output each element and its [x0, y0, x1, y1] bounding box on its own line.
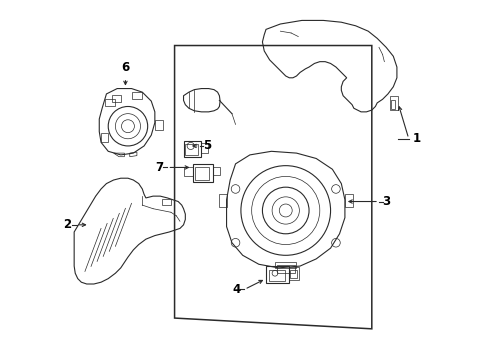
- Bar: [344, 194, 352, 207]
- Bar: [183, 140, 201, 157]
- Bar: [155, 120, 163, 130]
- Text: 7: 7: [155, 161, 163, 174]
- Bar: [212, 167, 220, 175]
- Bar: [201, 143, 207, 153]
- Text: 5: 5: [203, 139, 211, 152]
- Bar: [101, 134, 107, 142]
- Bar: [390, 100, 394, 109]
- Text: 3: 3: [382, 195, 390, 208]
- Text: 1: 1: [411, 132, 420, 145]
- Bar: [389, 96, 397, 110]
- Bar: [274, 262, 296, 268]
- Bar: [268, 270, 284, 281]
- Bar: [289, 267, 299, 280]
- Bar: [265, 266, 289, 283]
- Bar: [219, 194, 227, 207]
- Bar: [185, 144, 198, 155]
- Bar: [195, 167, 208, 180]
- Bar: [193, 164, 212, 182]
- Bar: [112, 95, 121, 102]
- Bar: [276, 265, 294, 273]
- Bar: [131, 92, 142, 99]
- Bar: [104, 99, 115, 107]
- Text: 2: 2: [63, 218, 72, 231]
- Bar: [162, 199, 171, 205]
- Bar: [290, 270, 296, 278]
- Text: 6: 6: [121, 61, 129, 74]
- Text: 4: 4: [231, 283, 240, 296]
